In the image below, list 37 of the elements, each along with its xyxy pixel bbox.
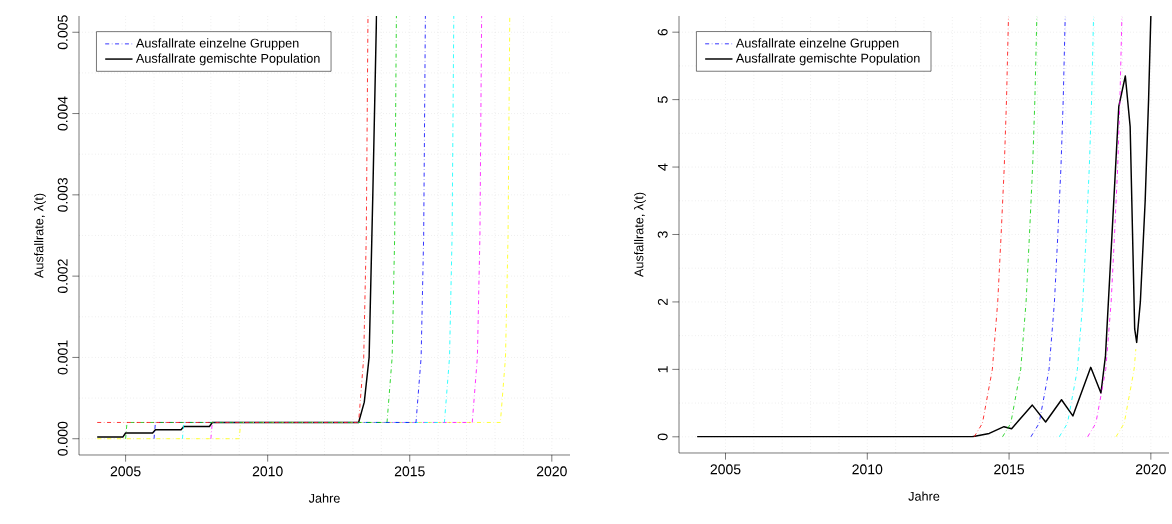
line-series	[1002, 16, 1038, 438]
y-tick-label: 0	[657, 433, 668, 441]
legend-label: Ausfallrate einzelne Gruppen	[735, 38, 899, 51]
legend-label: Ausfallrate gemischte Population	[135, 53, 320, 66]
legend-label: Ausfallrate einzelne Gruppen	[135, 38, 299, 51]
y-tick-label: 5	[657, 96, 668, 103]
x-tick-label: 2020	[1135, 464, 1166, 475]
x-tick-label: 2010	[252, 466, 283, 477]
y-tick-label: 0.005	[57, 15, 68, 50]
line-series	[696, 16, 1152, 438]
y-tick-label: 0.004	[57, 96, 68, 131]
x-tick-label: 2020	[536, 466, 567, 477]
line-series	[1030, 16, 1066, 438]
x-tick-label: 2010	[852, 464, 883, 475]
y-tick-label: 6	[657, 28, 668, 36]
y-tick-label: 1	[658, 366, 668, 373]
line-series	[1087, 16, 1123, 438]
y-axis-title: Ausfallrate, λ(t)	[634, 192, 646, 278]
x-axis-title: Jahre	[908, 491, 940, 501]
x-axis-title: Jahre	[308, 493, 340, 503]
x-tick-label: 2015	[994, 464, 1025, 475]
y-tick-label: 0.001	[57, 340, 68, 375]
y-tick-label: 2	[657, 298, 668, 306]
x-tick-label: 2005	[110, 466, 141, 477]
y-tick-label: 0.000	[57, 421, 68, 456]
y-tick-label: 3	[657, 231, 668, 238]
legend-label: Ausfallrate gemischte Population	[735, 53, 920, 66]
line-series	[125, 16, 397, 440]
x-tick-label: 2005	[710, 464, 741, 475]
y-tick-label: 0.003	[57, 177, 68, 212]
y-tick-label: 0.002	[57, 259, 68, 294]
line-series	[973, 16, 1009, 438]
line-series	[1058, 16, 1094, 438]
line-series	[1115, 348, 1137, 438]
x-tick-label: 2015	[394, 466, 425, 477]
y-axis-title: Ausfallrate, λ(t)	[34, 193, 46, 279]
y-tick-label: 4	[658, 163, 668, 171]
